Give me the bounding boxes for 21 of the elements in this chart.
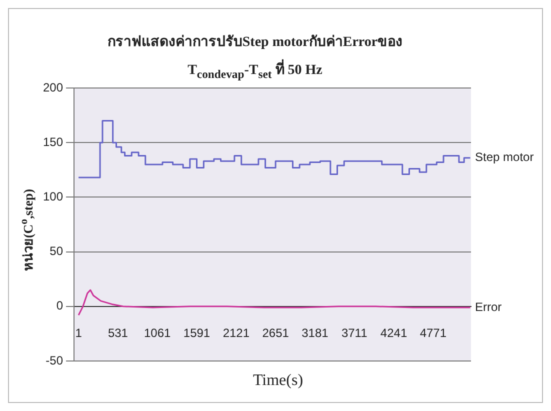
x-tick-label: 1061: [144, 326, 172, 340]
x-axis-title: Time(s): [252, 372, 304, 390]
x-tick-label: 3181: [302, 326, 329, 340]
x-tick-label: 4771: [420, 326, 447, 340]
x-tick-label: 531: [108, 326, 128, 340]
y-tick-label: 150: [42, 134, 64, 149]
x-tick-label: 4241: [380, 326, 408, 340]
y-tick-label: 100: [42, 190, 64, 204]
series-label: Error: [475, 300, 502, 314]
x-tick-label: 1591: [183, 326, 210, 340]
chart-title: กราฟแสดงค่าการปรับStep motorกับค่าErrorของ: [106, 34, 404, 52]
x-tick-label: 2121: [222, 326, 250, 340]
x-tick-label: 3711: [341, 326, 368, 340]
y-tick-label: 0: [56, 298, 64, 313]
series-label: Step motor: [475, 150, 534, 164]
y-tick-label: -50: [46, 353, 64, 368]
y-tick-label: 50: [50, 244, 64, 258]
y-tick-label: 200: [42, 80, 64, 94]
x-tick-label: 1: [75, 326, 82, 340]
chart-subtitle: T$_{condevap}$-T$_{set}$ ที่ 50 Hz: [186, 58, 324, 81]
x-tick-label: 2651: [262, 326, 290, 340]
